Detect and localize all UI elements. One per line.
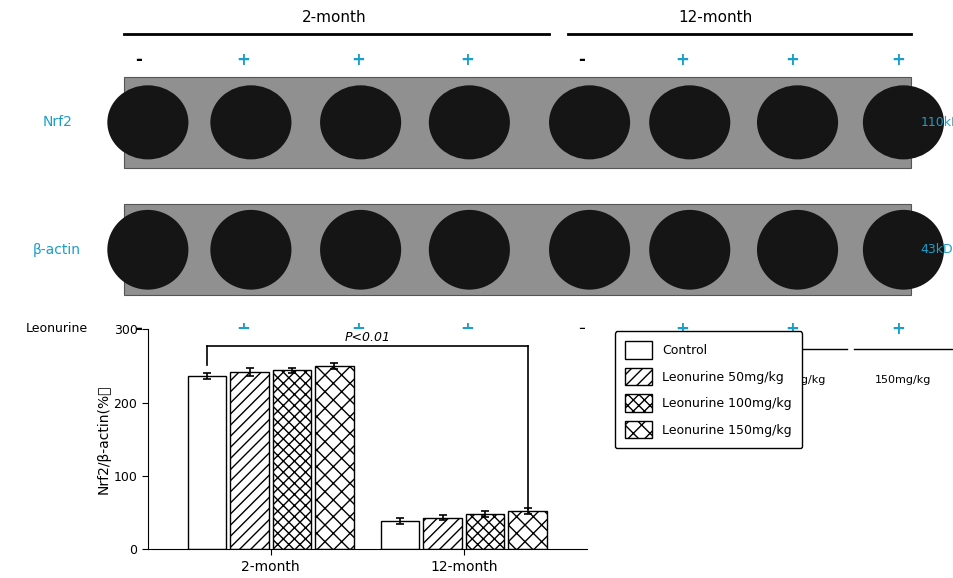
Text: +: +	[351, 320, 364, 338]
Ellipse shape	[428, 210, 509, 290]
Bar	[273, 370, 311, 549]
Text: 2-month: 2-month	[301, 10, 366, 25]
Text: +: +	[675, 51, 688, 69]
Ellipse shape	[428, 86, 509, 160]
Ellipse shape	[107, 86, 188, 160]
FancyBboxPatch shape	[124, 205, 910, 295]
Text: +: +	[460, 51, 474, 69]
Bar	[314, 366, 354, 549]
Ellipse shape	[862, 210, 943, 290]
Bar	[508, 511, 546, 549]
Text: 110kDa: 110kDa	[920, 116, 953, 129]
Text: 12-month: 12-month	[678, 10, 752, 25]
Text: +: +	[891, 51, 904, 69]
Ellipse shape	[210, 86, 292, 160]
Text: 100mg/kg: 100mg/kg	[768, 376, 825, 386]
Text: +: +	[236, 51, 250, 69]
Text: +: +	[675, 320, 688, 338]
Text: -: -	[578, 320, 585, 338]
Ellipse shape	[319, 86, 400, 160]
Text: 43kDa: 43kDa	[920, 243, 953, 256]
Ellipse shape	[107, 210, 188, 290]
Ellipse shape	[549, 86, 629, 160]
Ellipse shape	[757, 210, 837, 290]
Text: 150mg/kg: 150mg/kg	[874, 376, 931, 386]
Text: +: +	[891, 320, 904, 338]
Ellipse shape	[648, 210, 729, 290]
Y-axis label: Nrf2/β-actin(%）: Nrf2/β-actin(%）	[96, 384, 111, 494]
Text: 50mg/kg: 50mg/kg	[664, 376, 714, 386]
Text: -: -	[578, 51, 585, 69]
Text: +: +	[784, 320, 798, 338]
Ellipse shape	[210, 210, 292, 290]
Ellipse shape	[757, 86, 837, 160]
Text: +: +	[351, 51, 364, 69]
Text: +: +	[784, 51, 798, 69]
Text: -: -	[134, 320, 142, 338]
Ellipse shape	[648, 86, 729, 160]
Text: 100mg/kg: 100mg/kg	[332, 376, 389, 386]
Bar	[465, 514, 504, 549]
Text: +: +	[460, 320, 474, 338]
Text: Nrf2: Nrf2	[42, 116, 72, 129]
Bar	[230, 372, 269, 549]
Text: 50mg/kg: 50mg/kg	[226, 376, 275, 386]
Text: +: +	[236, 320, 250, 338]
Ellipse shape	[862, 86, 943, 160]
FancyBboxPatch shape	[124, 77, 910, 168]
Bar	[380, 521, 419, 549]
Bar	[188, 376, 226, 549]
Ellipse shape	[319, 210, 400, 290]
Ellipse shape	[549, 210, 629, 290]
Text: Leonurine: Leonurine	[26, 322, 89, 335]
Text: 150mg/kg: 150mg/kg	[440, 376, 497, 386]
Legend: Control, Leonurine 50mg/kg, Leonurine 100mg/kg, Leonurine 150mg/kg: Control, Leonurine 50mg/kg, Leonurine 10…	[615, 331, 801, 449]
Bar	[423, 518, 461, 549]
Text: -: -	[134, 51, 142, 69]
Text: P<0.01: P<0.01	[344, 331, 390, 344]
Text: β-actin: β-actin	[33, 243, 81, 257]
